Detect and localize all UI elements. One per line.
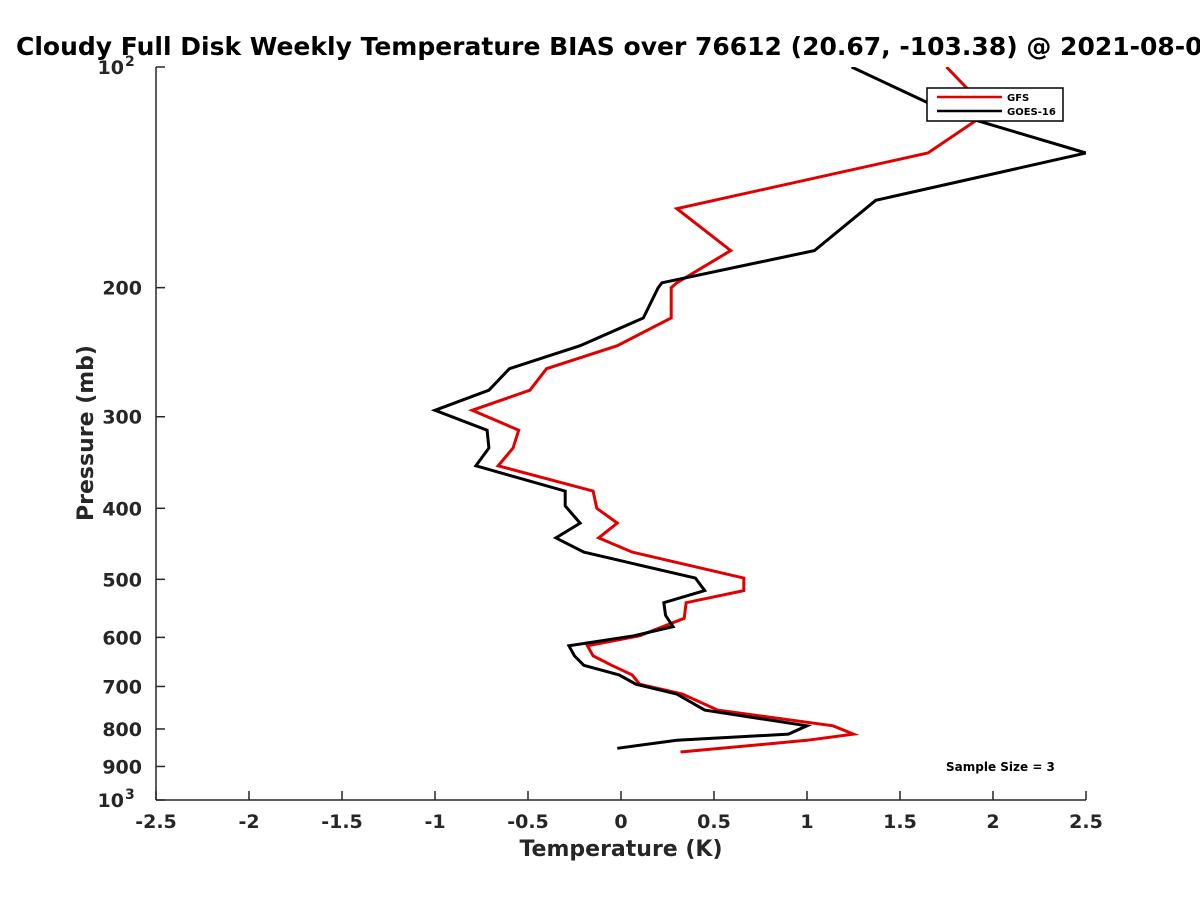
y-tick-label: 900 [102, 756, 142, 778]
x-tick-label: -1 [424, 811, 445, 833]
y-tick-exponent: 2 [125, 54, 135, 70]
x-tick-label: 1 [800, 811, 813, 833]
x-tick-label: -1.5 [321, 811, 363, 833]
x-tick-label: -2.5 [135, 811, 177, 833]
y-tick-label: 300 [102, 407, 142, 429]
x-axis-label: Temperature (K) [519, 837, 722, 862]
y-tick-label: 400 [102, 498, 142, 520]
legend-label-gfs: GFS [1007, 93, 1029, 104]
chart-title: Cloudy Full Disk Weekly Temperature BIAS… [16, 32, 1200, 61]
y-tick-label: 800 [102, 719, 142, 741]
y-tick-label: 700 [102, 676, 142, 698]
y-tick-label: 10 [98, 790, 124, 812]
x-tick-label: -2 [238, 811, 259, 833]
y-tick-label: 600 [102, 627, 142, 649]
legend-label-goes-16: GOES-16 [1007, 107, 1056, 118]
series-line-goes-16 [430, 67, 1086, 750]
x-tick-label: 0 [614, 811, 627, 833]
legend-box [926, 87, 1064, 122]
y-tick-label: 500 [102, 569, 142, 591]
legend: GFS GOES-16 [926, 87, 1064, 122]
y-tick-exponent: 3 [125, 787, 135, 803]
x-tick-label: -0.5 [507, 811, 549, 833]
plot-area: -2.5 -2 -1.5 -1 -0.5 0 0.5 1 1.5 2 2.5 10 220030040… [98, 54, 1103, 833]
x-tick-label: 0.5 [697, 811, 731, 833]
y-tick-label: 10 [98, 57, 124, 79]
sample-size-annotation: Sample Size = 3 [946, 760, 1055, 774]
y-axis-label: Pressure (mb) [74, 345, 99, 521]
x-tick-label: 2 [986, 811, 999, 833]
x-tick-label: 1.5 [883, 811, 917, 833]
series-line-gfs [468, 67, 992, 754]
x-tick-label: 2.5 [1069, 811, 1103, 833]
x-ticks: -2.5 -2 -1.5 -1 -0.5 0 0.5 1 1.5 2 2.5 [135, 791, 1103, 833]
y-tick-label: 200 [102, 278, 142, 300]
series-layer [430, 67, 1086, 754]
